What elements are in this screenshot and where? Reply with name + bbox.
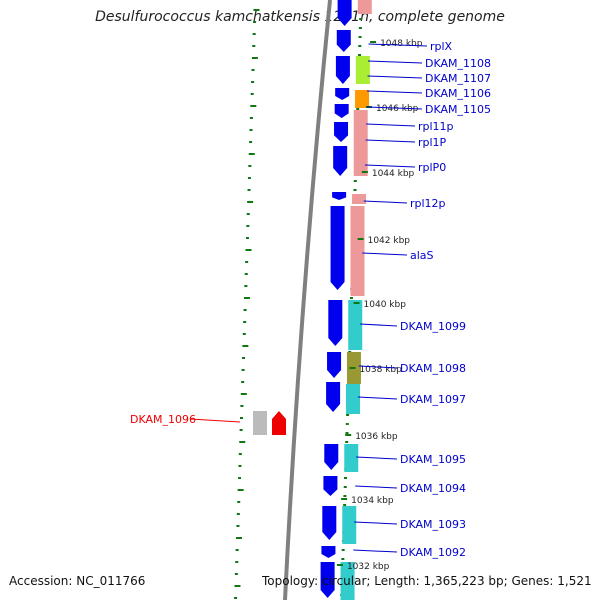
kbp-label: 1038 kbp <box>359 365 402 375</box>
gene-label: rpl1P <box>418 136 447 149</box>
cds-arrow-4 <box>334 104 349 118</box>
feature-block-5 <box>350 206 365 296</box>
gene-callout-line <box>363 200 408 204</box>
highlight-callout-line <box>189 418 241 423</box>
kbp-label: 1034 kbp <box>351 496 394 506</box>
feature-block-9 <box>344 444 359 472</box>
cds-arrow-14 <box>322 506 337 540</box>
gene-label: DKAM_1097 <box>400 393 466 406</box>
forward-cds-track <box>320 0 352 598</box>
accession-label: Accession: NC_011766 <box>9 574 146 588</box>
gene-label: rpl11p <box>418 120 454 133</box>
highlight-gene-label: DKAM_1096 <box>130 413 196 426</box>
gene-callout-line <box>366 106 423 110</box>
gene-callout-line <box>354 521 398 525</box>
cds-arrow-7 <box>332 192 347 200</box>
gene-label: DKAM_1106 <box>425 87 491 100</box>
feature-block-0 <box>357 0 372 14</box>
gene-callout-line <box>364 164 416 168</box>
kbp-label: 1032 kbp <box>347 562 390 572</box>
highlight-grey-block <box>253 411 267 435</box>
kbp-label: 1044 kbp <box>372 169 415 179</box>
gene-label: DKAM_1105 <box>425 103 491 116</box>
cds-arrow-1 <box>336 30 351 52</box>
feature-block-6 <box>348 300 363 350</box>
gene-label: alaS <box>410 249 434 262</box>
gene-callout-line <box>367 75 423 79</box>
cds-arrow-3 <box>335 88 350 100</box>
highlight-gene-arrow <box>272 411 286 435</box>
gene-label: rplX <box>430 40 453 53</box>
feature-block-8 <box>346 384 361 414</box>
gene-callout-line <box>367 60 423 64</box>
gene-callout-line <box>368 43 428 47</box>
cds-arrow-11 <box>326 382 341 412</box>
kbp-label: 1036 kbp <box>355 432 398 442</box>
topology-summary: Topology: circular; Length: 1,365,223 bp… <box>262 574 592 588</box>
feature-block-2 <box>355 90 370 108</box>
feature-block-4 <box>352 194 367 204</box>
gene-label: rplP0 <box>418 161 446 174</box>
feature-block-1 <box>355 56 370 84</box>
cds-arrow-2 <box>335 56 350 84</box>
cds-arrow-9 <box>328 300 343 346</box>
cds-arrow-13 <box>323 476 338 496</box>
outer-tick-track <box>234 9 260 599</box>
cds-arrow-6 <box>333 146 348 176</box>
gene-callout-line <box>362 252 408 256</box>
gene-label: DKAM_1098 <box>400 362 466 375</box>
cds-arrow-10 <box>327 352 342 378</box>
cds-arrow-0 <box>337 0 352 26</box>
gene-callout-line <box>353 549 398 553</box>
gene-callout-line <box>357 396 398 400</box>
gene-label: DKAM_1108 <box>425 57 491 70</box>
gene-callout-line <box>366 123 416 127</box>
genome-backbone <box>283 0 332 600</box>
gene-callout-line <box>360 323 398 327</box>
map-title: Desulfurococcus kamchatkensis 1221n, com… <box>95 9 505 25</box>
kbp-label: 1046 kbp <box>376 104 419 114</box>
feature-block-3 <box>353 110 368 176</box>
gene-label: DKAM_1092 <box>400 546 466 559</box>
gene-callout-line <box>367 90 423 94</box>
feature-block-10 <box>342 506 357 544</box>
gene-label: DKAM_1093 <box>400 518 466 531</box>
feature-block-11 <box>340 562 355 600</box>
gene-label: DKAM_1094 <box>400 482 466 495</box>
gene-label: DKAM_1107 <box>425 72 491 85</box>
gene-callout-line <box>356 456 398 460</box>
gene-label: DKAM_1095 <box>400 453 466 466</box>
gene-label: DKAM_1099 <box>400 320 466 333</box>
kbp-label: 1048 kbp <box>380 39 423 49</box>
gene-label: rpl12p <box>410 197 446 210</box>
cds-arrow-16 <box>320 562 335 598</box>
gene-callout-line <box>355 485 398 489</box>
cds-arrow-8 <box>330 206 345 290</box>
gene-callout-line <box>365 139 416 143</box>
gene-callout-line <box>358 365 398 369</box>
kbp-label: 1040 kbp <box>364 300 407 310</box>
feature-track <box>340 0 372 600</box>
cds-arrow-12 <box>324 444 339 470</box>
cds-arrow-15 <box>321 546 336 558</box>
kbp-label: 1042 kbp <box>368 236 411 246</box>
cds-arrow-5 <box>334 122 349 142</box>
